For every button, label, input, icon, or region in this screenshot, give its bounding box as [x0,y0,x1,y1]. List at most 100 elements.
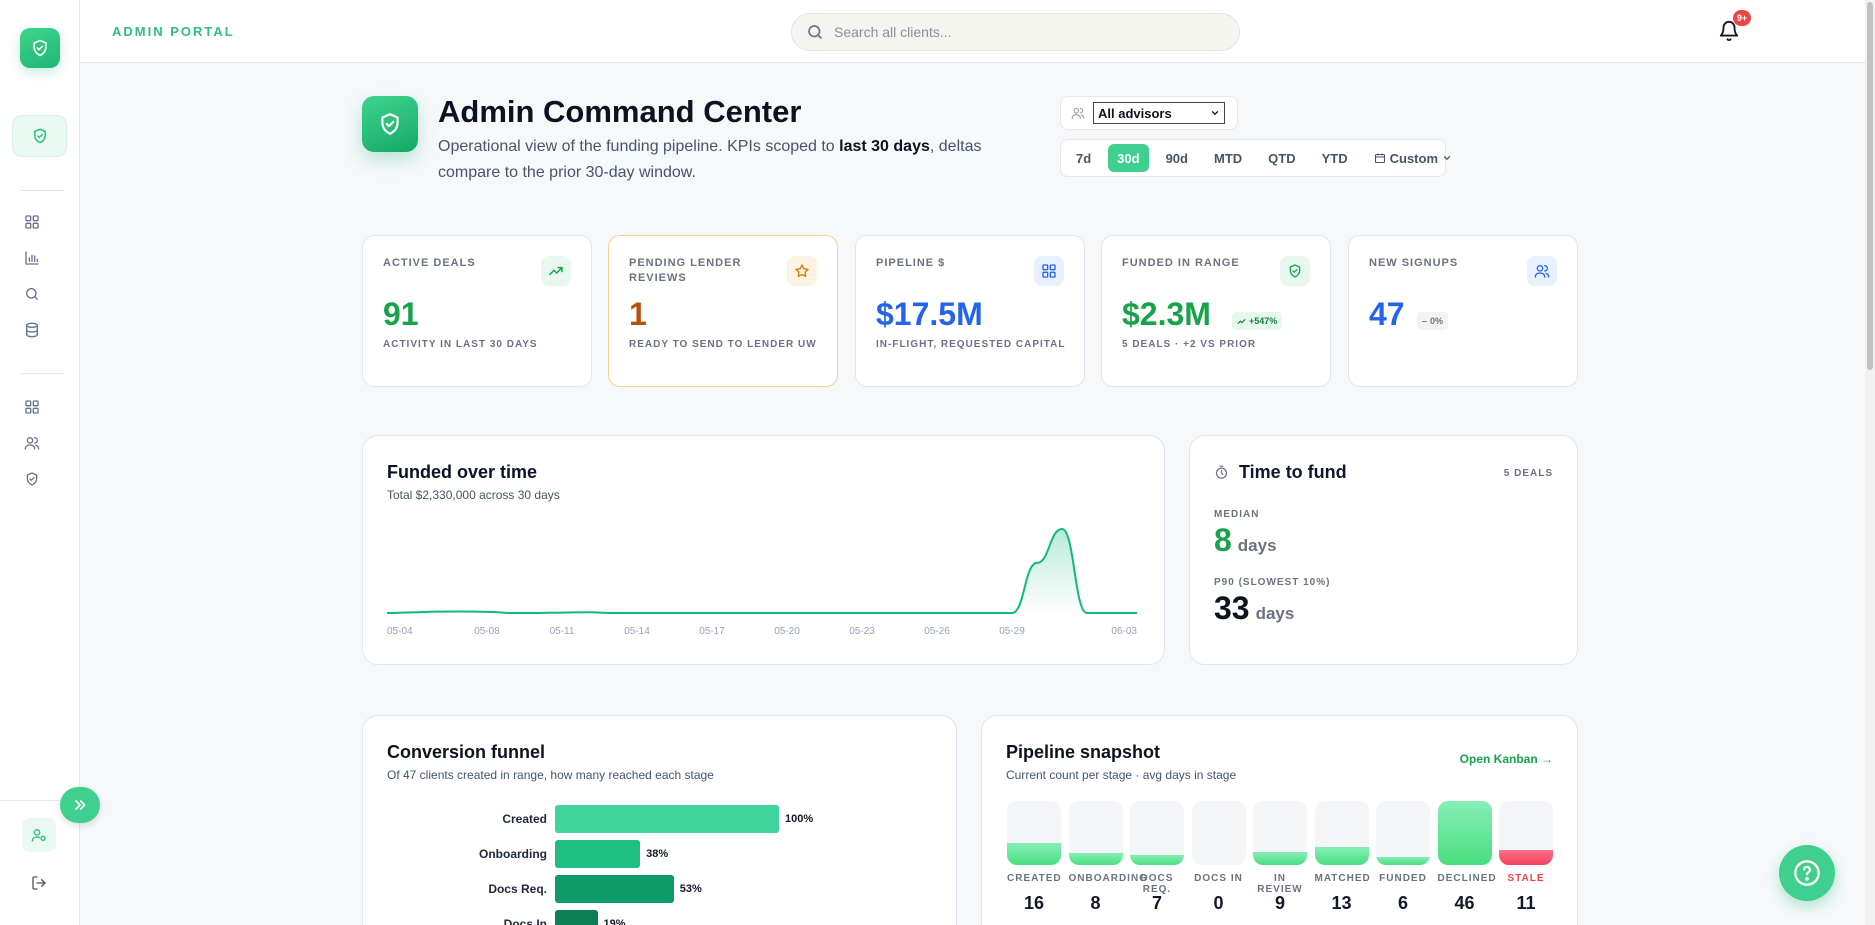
kpi-value: 91 [383,296,419,332]
stage-label: DECLINED [1437,873,1497,884]
page-icon [362,96,418,152]
funnel-bar [555,910,598,925]
shield-check-icon [381,113,399,135]
x-tick-label: 05-04 [387,626,413,637]
sidebar-item-users[interactable] [22,433,42,453]
panel-subtitle: Of 47 clients created in range, how many… [387,768,714,782]
database-icon [26,322,38,338]
search-input[interactable] [834,24,1214,40]
stage-count: 7 [1151,893,1162,913]
grid-icon [25,215,39,229]
subtitle-text: , deltas compare to the prior 30-day win… [438,138,982,181]
users-icon [1071,107,1085,119]
subtitle-text: Operational view of the funding pipeline… [438,138,840,155]
logout-button[interactable] [28,872,50,894]
time-to-fund-header: Time to fund [1214,462,1347,483]
stage-card-matched[interactable]: MATCHED [1314,801,1370,884]
range-ytd-button[interactable]: YTD [1321,150,1348,166]
stage-count: 6 [1397,893,1408,913]
stage-card-created[interactable]: CREATED [1007,801,1061,884]
range-7d-button[interactable]: 7d [1076,150,1092,166]
page-subtitle: Operational view of the funding pipeline… [438,134,998,186]
stage-label: CREATED [1007,873,1062,884]
funnel-label: Created [502,812,547,826]
shield-check-icon [33,39,47,57]
range-mtd-button[interactable]: MTD [1213,150,1243,166]
kpi-note: IN-FLIGHT, REQUESTED CAPITAL [876,339,1066,350]
trending-up-icon [541,256,571,286]
funnel-pct: 19% [603,918,626,925]
expand-sidebar-button[interactable] [60,787,100,823]
x-tick-label: 05-29 [999,626,1025,637]
sidebar-item-admin[interactable] [12,115,67,157]
range-90d-button[interactable]: 90d [1165,150,1188,166]
sidebar-item-database[interactable] [22,320,42,340]
panel-title: Conversion funnel [387,742,546,762]
funded-area [387,529,1137,613]
kpi-note: 5 DEALS · +2 VS PRIOR [1122,339,1257,350]
stage-card-docs-in[interactable]: DOCS IN [1191,801,1246,884]
grid-icon [1034,256,1064,286]
stage-level [1499,801,1553,865]
median-label: MEDIAN [1214,509,1260,520]
delta-badge: +547% [1232,312,1283,330]
help-icon [1794,860,1820,886]
app-logo[interactable] [20,28,60,68]
user-cog-icon [31,829,46,842]
users-icon [1527,256,1557,286]
sidebar-item-security[interactable] [22,469,42,489]
page-title: Admin Command Center [438,94,802,129]
kpi-card-pipeline[interactable]: PIPELINE $ $17.5M IN-FLIGHT, REQUESTED C… [855,235,1085,387]
kpi-card-new-signups[interactable]: NEW SIGNUPS 47 – 0% [1348,235,1578,387]
stage-card-funded[interactable]: FUNDED [1376,801,1430,884]
notifications-button[interactable] [1718,20,1742,44]
portal-label: ADMIN PORTAL [112,24,235,39]
kpi-label: PIPELINE $ [876,257,946,269]
stage-level [1437,801,1492,865]
sidebar-item-search[interactable] [22,284,42,304]
stage-label: FUNDED [1379,873,1427,884]
stage-card-onboarding[interactable]: ONBOARDING [1068,801,1147,884]
funnel-row: Docs Req. 53% [363,875,702,903]
p90-value: 33 [1214,590,1250,626]
stage-card-in-review[interactable]: IN REVIEW [1253,801,1307,895]
sidebar-item-apps[interactable] [22,397,42,417]
minus-icon: – [1422,316,1428,326]
range-qtd-button[interactable]: QTD [1268,150,1296,166]
time-to-fund-panel: Time to fund 5 DEALS MEDIAN 8 days P90 (… [1189,435,1578,665]
kpi-card-pending-reviews[interactable]: PENDING LENDER REVIEWS 1 READY TO SEND T… [608,235,838,387]
help-button[interactable] [1779,845,1835,901]
stage-card-declined[interactable]: DECLINED [1437,801,1497,884]
sidebar-item-dashboard[interactable] [22,212,42,232]
sidebar-divider [20,373,64,374]
kpi-label: PENDING LENDER REVIEWS [629,257,742,284]
stage-level [1191,801,1246,865]
page-scrollbar[interactable] [1865,0,1875,925]
advisor-select-value: All advisors [1098,105,1172,121]
sidebar-item-analytics[interactable] [22,248,42,268]
deal-count: 5 DEALS [1503,468,1553,479]
scrollbar-thumb[interactable] [1867,2,1873,370]
advisor-select[interactable]: All advisors [1093,102,1225,124]
range-30d-button[interactable]: 30d [1108,144,1149,172]
x-tick-label: 05-08 [474,626,500,637]
kpi-note: READY TO SEND TO LENDER UW [629,339,817,350]
x-tick-label: 05-14 [624,626,650,637]
delta-value: 0% [1430,316,1444,326]
open-kanban-link[interactable]: Open Kanban → [1459,752,1553,766]
kpi-card-active-deals[interactable]: ACTIVE DEALS 91 ACTIVITY IN LAST 30 DAYS [362,235,592,387]
kpi-value: 1 [629,296,647,332]
p90-metric: 33 days [1214,590,1294,627]
chevron-down-icon [1211,111,1219,116]
funnel-pct: 100% [785,813,814,825]
user-settings-button[interactable] [22,818,56,852]
stage-card-stale[interactable]: STALE [1499,801,1553,884]
stage-card-docs-req[interactable]: DOCS REQ. [1130,801,1184,895]
panel-title: Funded over time [387,462,538,482]
x-tick-label: 05-11 [550,626,575,637]
delta-badge: – 0% [1417,312,1449,330]
range-custom-button[interactable]: Custom [1365,144,1461,172]
stage-fill [1007,842,1061,865]
search-bar[interactable] [791,13,1240,51]
kpi-card-funded[interactable]: FUNDED IN RANGE $2.3M +547% 5 DEALS · +2… [1101,235,1331,387]
